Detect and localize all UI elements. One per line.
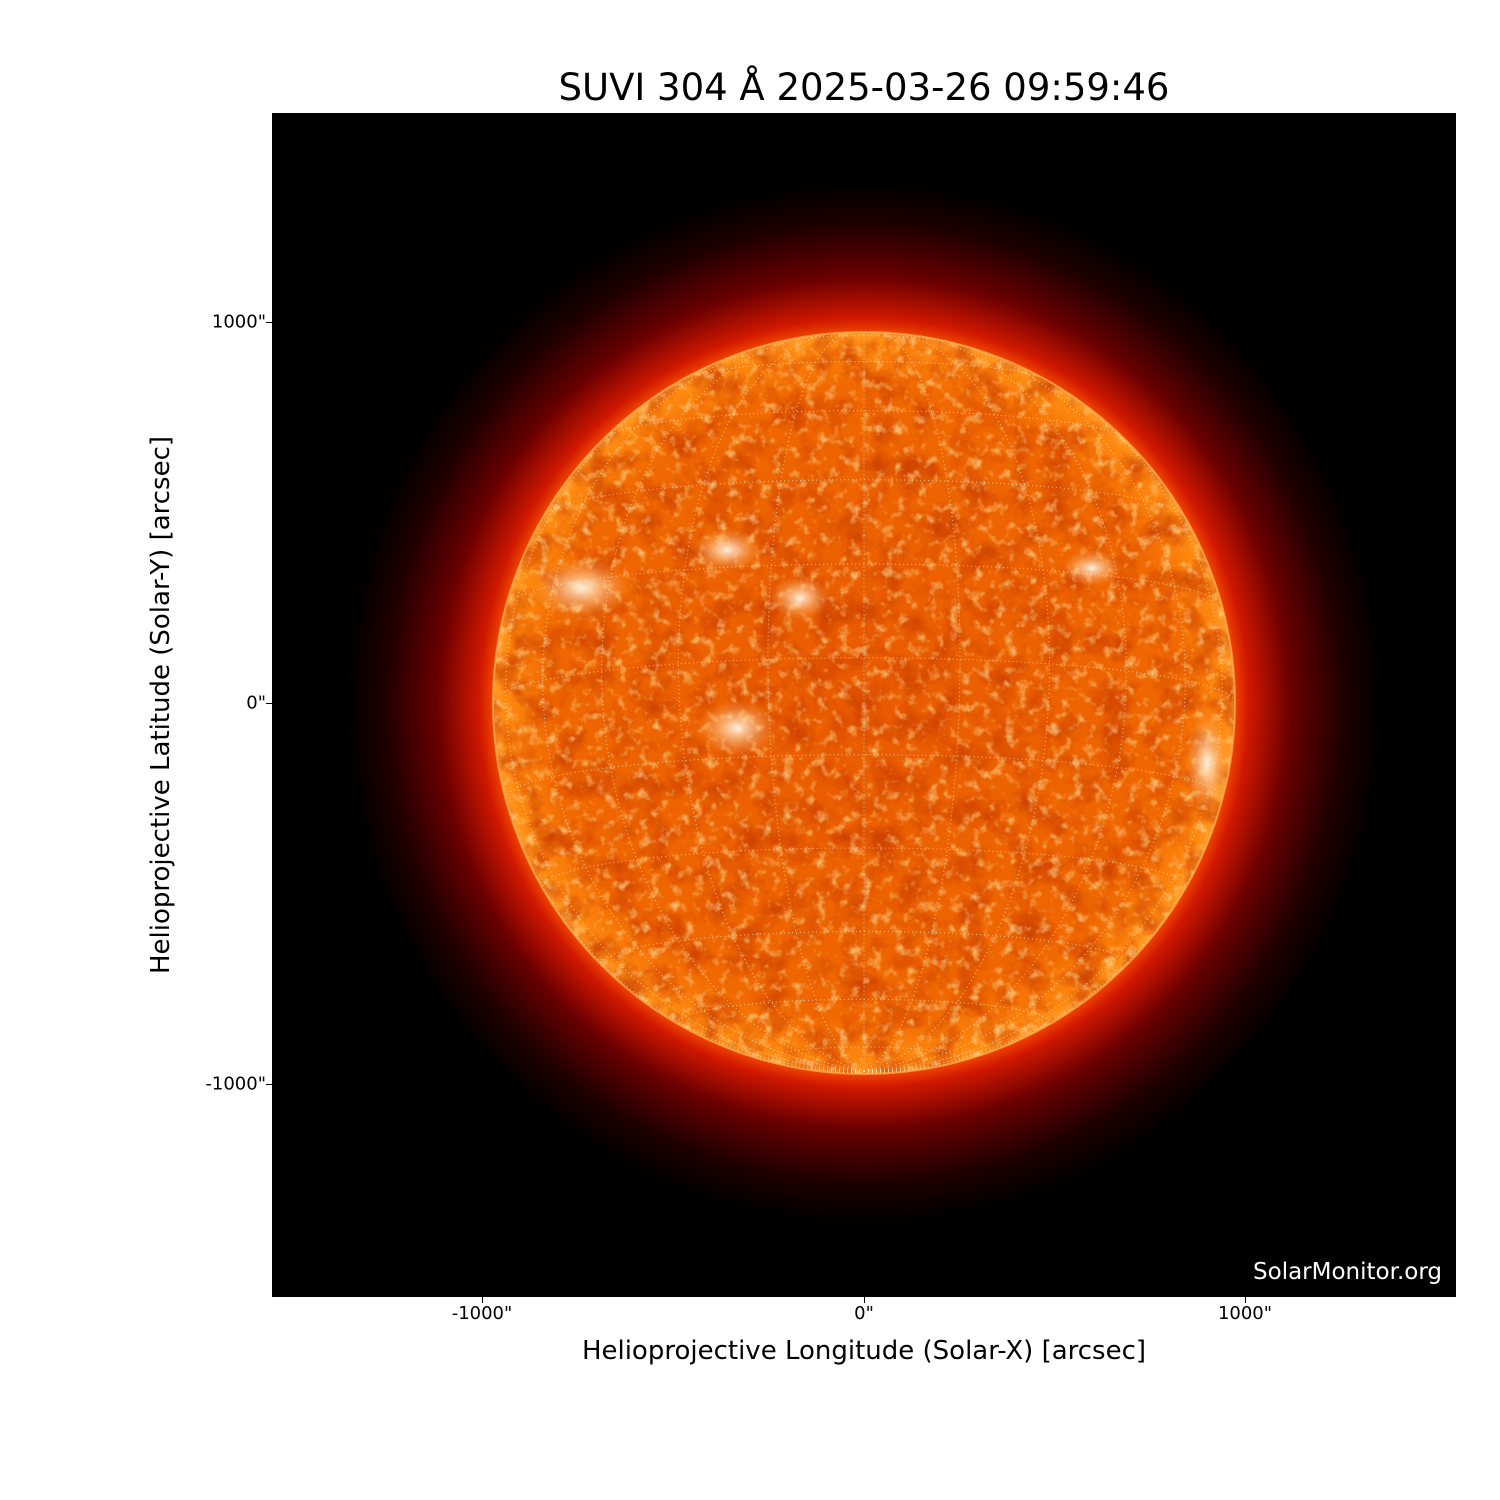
solar-image-axes: SolarMonitor.org	[272, 113, 1456, 1297]
grid-line	[863, 1070, 890, 1074]
x-tick-label: 1000"	[1217, 1303, 1273, 1324]
x-tick-mark	[864, 1297, 865, 1303]
y-tick-mark	[266, 703, 272, 704]
grid-line	[505, 366, 865, 1072]
watermark: SolarMonitor.org	[1253, 1259, 1442, 1285]
sun-image	[344, 183, 1384, 1223]
x-tick-label: 0"	[854, 1303, 874, 1324]
grid-line	[542, 847, 1186, 891]
grid-line	[603, 410, 1125, 439]
grid-line	[493, 657, 1235, 704]
x-tick-mark	[1245, 1297, 1246, 1303]
y-tick-mark	[266, 1084, 272, 1085]
y-tick-label: 1000"	[211, 311, 266, 333]
grid-line	[601, 334, 865, 1072]
active-regions	[532, 528, 1229, 813]
grid-line	[601, 930, 1127, 967]
grid-line	[767, 1046, 961, 1065]
x-tick-mark	[482, 1297, 483, 1303]
grid-line	[779, 335, 949, 343]
y-axis-label: Helioprojective Latitude (Solar-Y) [arcs…	[146, 435, 176, 975]
y-tick-mark	[266, 322, 272, 323]
grid-line	[677, 998, 1051, 1028]
y-tick-label: -1000"	[205, 1073, 266, 1095]
grid-line	[505, 563, 1223, 607]
grid-line	[544, 479, 1184, 516]
grid-line	[863, 366, 1223, 1072]
x-tick-label: -1000"	[451, 1303, 513, 1324]
grid-line	[863, 334, 1127, 1072]
y-tick-label: 0"	[246, 692, 266, 714]
plot-title: SUVI 304 Å 2025-03-26 09:59:46	[558, 66, 1170, 109]
x-axis-label: Helioprojective Longitude (Solar-X) [arc…	[581, 1336, 1147, 1366]
